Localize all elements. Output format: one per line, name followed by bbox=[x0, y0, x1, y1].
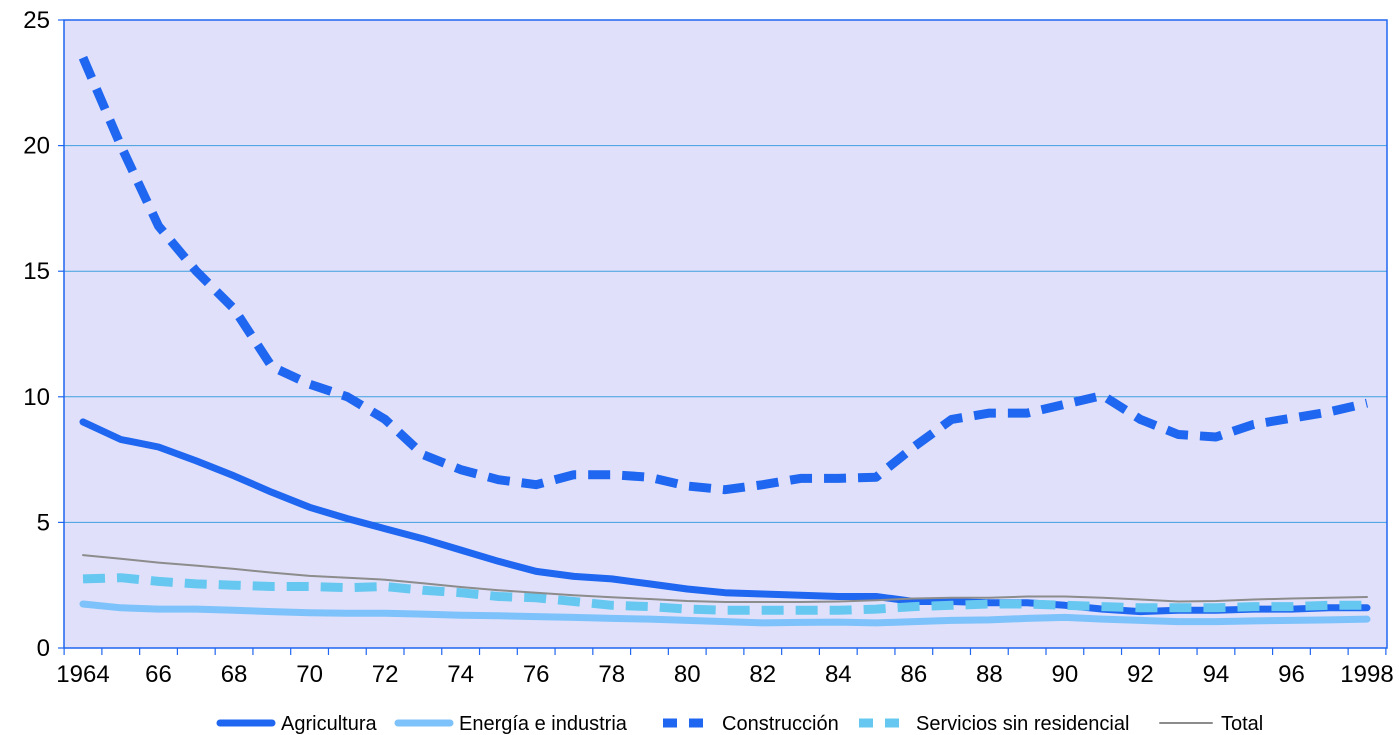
series-line-total bbox=[82, 554, 1368, 603]
y-tick-label: 0 bbox=[37, 635, 50, 662]
series-line-servicios-sin-residencial bbox=[82, 573, 1367, 615]
y-tick-label: 15 bbox=[23, 258, 50, 285]
x-tick-label: 68 bbox=[221, 661, 248, 688]
x-tick-label: 94 bbox=[1203, 661, 1230, 688]
x-tick-label: 76 bbox=[523, 661, 550, 688]
y-tick-label: 20 bbox=[23, 133, 50, 160]
x-tick-label: 86 bbox=[900, 661, 927, 688]
legend-label: Servicios sin residencial bbox=[916, 713, 1129, 735]
series-lines bbox=[78, 55, 1371, 627]
legend-label: Agricultura bbox=[281, 713, 377, 735]
plot-border bbox=[63, 19, 1388, 649]
legend-label: Construcción bbox=[722, 713, 839, 735]
x-tick-label: 90 bbox=[1052, 661, 1079, 688]
x-tick-label: 78 bbox=[598, 661, 625, 688]
plot-area bbox=[64, 20, 1387, 648]
x-axis-ticks: 1964 66 68 70 72 74 76 78 80 82 84 86 88 90 92 94 96 1998 bbox=[56, 648, 1394, 688]
legend-label: Energía e industria bbox=[459, 713, 628, 735]
series-line-energia-e-industria bbox=[79, 600, 1371, 627]
x-tick-label: 92 bbox=[1127, 661, 1154, 688]
x-tick-label: 1998 bbox=[1340, 661, 1393, 688]
y-tick-label: 5 bbox=[37, 509, 50, 536]
y-tick-label: 25 bbox=[23, 7, 50, 34]
legend-label: Total bbox=[1221, 713, 1263, 735]
x-tick-label: 72 bbox=[372, 661, 399, 688]
x-tick-label: 88 bbox=[976, 661, 1003, 688]
x-tick-label: 82 bbox=[749, 661, 776, 688]
x-tick-label: 96 bbox=[1278, 661, 1305, 688]
x-tick-label: 1964 bbox=[56, 661, 109, 688]
legend: Agricultura Energía e industria Construcci… bbox=[216, 713, 1263, 735]
y-axis-ticks: 0 5 10 15 20 25 bbox=[23, 7, 64, 662]
x-tick-label: 70 bbox=[296, 661, 323, 688]
y-tick-label: 10 bbox=[23, 384, 50, 411]
series-line-construccion bbox=[78, 55, 1369, 495]
gridlines bbox=[64, 145, 1387, 523]
x-tick-label: 84 bbox=[825, 661, 852, 688]
x-tick-label: 74 bbox=[447, 661, 474, 688]
x-tick-label: 66 bbox=[145, 661, 172, 688]
x-tick-label: 80 bbox=[674, 661, 701, 688]
